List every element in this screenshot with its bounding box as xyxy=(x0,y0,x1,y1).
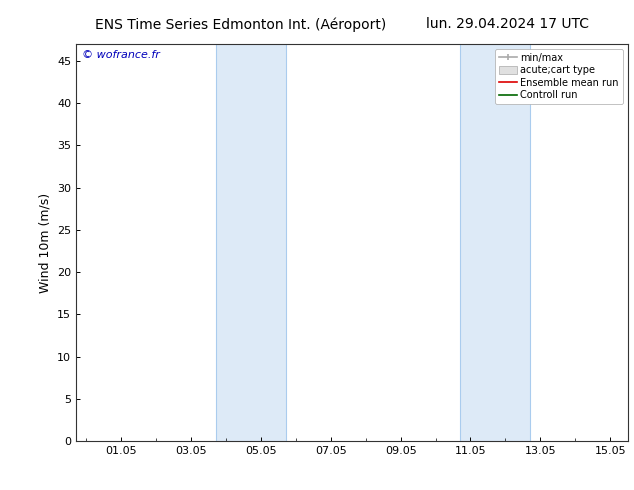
Bar xyxy=(216,44,286,441)
Legend: min/max, acute;cart type, Ensemble mean run, Controll run: min/max, acute;cart type, Ensemble mean … xyxy=(495,49,623,104)
Bar xyxy=(460,44,530,441)
Y-axis label: Wind 10m (m/s): Wind 10m (m/s) xyxy=(39,193,51,293)
Text: ENS Time Series Edmonton Int. (Aéroport): ENS Time Series Edmonton Int. (Aéroport) xyxy=(95,17,387,32)
Text: lun. 29.04.2024 17 UTC: lun. 29.04.2024 17 UTC xyxy=(425,17,589,31)
Text: © wofrance.fr: © wofrance.fr xyxy=(82,50,160,60)
